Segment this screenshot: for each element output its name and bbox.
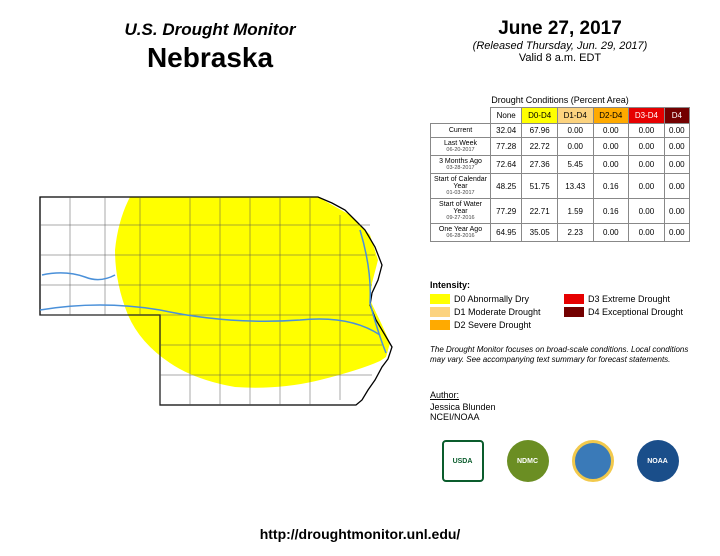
row-label: Start of Calendar Year01-03-2017 <box>431 174 491 199</box>
col-header: D3-D4 <box>629 108 665 124</box>
table-row: Start of Water Year09-27-201677.2922.711… <box>431 199 690 224</box>
partner-logo: NDMC <box>507 440 549 482</box>
table-cell: 0.00 <box>664 199 689 224</box>
row-label: One Year Ago06-28-2016 <box>431 224 491 242</box>
partner-logo: NOAA <box>637 440 679 482</box>
table-cell: 67.96 <box>522 124 558 138</box>
intensity-swatch <box>564 307 584 317</box>
d0-region <box>115 197 390 388</box>
table-cell: 0.00 <box>629 174 665 199</box>
table-cell: 51.75 <box>522 174 558 199</box>
table-cell: 77.28 <box>491 138 522 156</box>
table-cell: 2.23 <box>557 224 593 242</box>
intensity-swatch <box>430 320 450 330</box>
table-cell: 0.00 <box>629 156 665 174</box>
table-cell: 5.45 <box>557 156 593 174</box>
table-cell: 0.00 <box>593 124 629 138</box>
table-row: 3 Months Ago03-28-201772.6427.365.450.00… <box>431 156 690 174</box>
intensity-label: D2 Severe Drought <box>454 320 531 330</box>
table-cell: 0.00 <box>593 138 629 156</box>
table-cell: 22.71 <box>522 199 558 224</box>
table-corner <box>431 108 491 124</box>
intensity-item: D1 Moderate Drought <box>430 307 556 317</box>
col-header: D1-D4 <box>557 108 593 124</box>
intensity-label: D0 Abnormally Dry <box>454 294 529 304</box>
partner-logo <box>572 440 614 482</box>
table-cell: 48.25 <box>491 174 522 199</box>
table-row: Start of Calendar Year01-03-201748.2551.… <box>431 174 690 199</box>
table-cell: 0.00 <box>664 224 689 242</box>
table-cell: 64.95 <box>491 224 522 242</box>
table-cell: 77.29 <box>491 199 522 224</box>
row-label: Last Week06-20-2017 <box>431 138 491 156</box>
table-cell: 0.00 <box>629 124 665 138</box>
partner-logo: USDA <box>442 440 484 482</box>
monitor-subtitle: U.S. Drought Monitor <box>70 20 350 40</box>
intensity-swatch <box>564 294 584 304</box>
table-cell: 22.72 <box>522 138 558 156</box>
released-date: (Released Thursday, Jun. 29, 2017) <box>430 40 690 52</box>
table-cell: 0.00 <box>557 138 593 156</box>
header-left: U.S. Drought Monitor Nebraska <box>70 20 350 74</box>
fine-print: The Drought Monitor focuses on broad-sca… <box>430 345 690 364</box>
intensity-item: D2 Severe Drought <box>430 320 556 330</box>
table-cell: 1.59 <box>557 199 593 224</box>
row-label: Current <box>431 124 491 138</box>
table-row: Last Week06-20-201777.2822.720.000.000.0… <box>431 138 690 156</box>
intensity-label: D4 Exceptional Drought <box>588 307 683 317</box>
col-header: D4 <box>664 108 689 124</box>
table-cell: 13.43 <box>557 174 593 199</box>
table-cell: 0.00 <box>664 156 689 174</box>
site-url: http://droughtmonitor.unl.edu/ <box>0 526 720 542</box>
col-header: D2-D4 <box>593 108 629 124</box>
table-cell: 0.00 <box>664 138 689 156</box>
author-title: Author: <box>430 390 690 400</box>
table-cell: 0.00 <box>629 199 665 224</box>
map-date: June 27, 2017 <box>430 18 690 40</box>
intensity-label: D1 Moderate Drought <box>454 307 541 317</box>
table-cell: 0.00 <box>593 224 629 242</box>
table-caption: Drought Conditions (Percent Area) <box>430 95 690 105</box>
table-cell: 0.00 <box>629 224 665 242</box>
intensity-title: Intensity: <box>430 280 690 290</box>
table-cell: 72.64 <box>491 156 522 174</box>
logos-row: USDA NDMC NOAA <box>430 440 690 482</box>
table-cell: 0.00 <box>557 124 593 138</box>
valid-time: Valid 8 a.m. EDT <box>430 52 690 64</box>
table-cell: 32.04 <box>491 124 522 138</box>
drought-table-area: Drought Conditions (Percent Area) NoneD0… <box>430 95 690 242</box>
drought-table: NoneD0-D4D1-D4D2-D4D3-D4D4 Current32.046… <box>430 107 690 242</box>
table-cell: 0.00 <box>664 174 689 199</box>
intensity-label: D3 Extreme Drought <box>588 294 670 304</box>
table-cell: 0.16 <box>593 174 629 199</box>
col-header: D0-D4 <box>522 108 558 124</box>
intensity-swatch <box>430 294 450 304</box>
intensity-item: D0 Abnormally Dry <box>430 294 556 304</box>
state-title: Nebraska <box>70 42 350 74</box>
author-org: NCEI/NOAA <box>430 412 690 422</box>
author-block: Author: Jessica Blunden NCEI/NOAA <box>430 390 690 422</box>
row-label: Start of Water Year09-27-2016 <box>431 199 491 224</box>
nebraska-map <box>20 175 420 425</box>
author-name: Jessica Blunden <box>430 402 690 412</box>
intensity-grid: D0 Abnormally Dry D3 Extreme Drought D1 Mo… <box>430 294 690 330</box>
table-cell: 0.16 <box>593 199 629 224</box>
intensity-item: D4 Exceptional Drought <box>564 307 690 317</box>
table-row: One Year Ago06-28-201664.9535.052.230.00… <box>431 224 690 242</box>
header-right: June 27, 2017 (Released Thursday, Jun. 2… <box>430 18 690 64</box>
table-cell: 0.00 <box>664 124 689 138</box>
table-cell: 0.00 <box>593 156 629 174</box>
intensity-legend: Intensity: D0 Abnormally Dry D3 Extreme D… <box>430 280 690 330</box>
table-row: Current32.0467.960.000.000.000.00 <box>431 124 690 138</box>
intensity-item: D3 Extreme Drought <box>564 294 690 304</box>
col-header: None <box>491 108 522 124</box>
intensity-swatch <box>430 307 450 317</box>
row-label: 3 Months Ago03-28-2017 <box>431 156 491 174</box>
table-header-row: NoneD0-D4D1-D4D2-D4D3-D4D4 <box>431 108 690 124</box>
table-cell: 0.00 <box>629 138 665 156</box>
table-cell: 27.36 <box>522 156 558 174</box>
table-body: Current32.0467.960.000.000.000.00Last We… <box>431 124 690 242</box>
table-cell: 35.05 <box>522 224 558 242</box>
